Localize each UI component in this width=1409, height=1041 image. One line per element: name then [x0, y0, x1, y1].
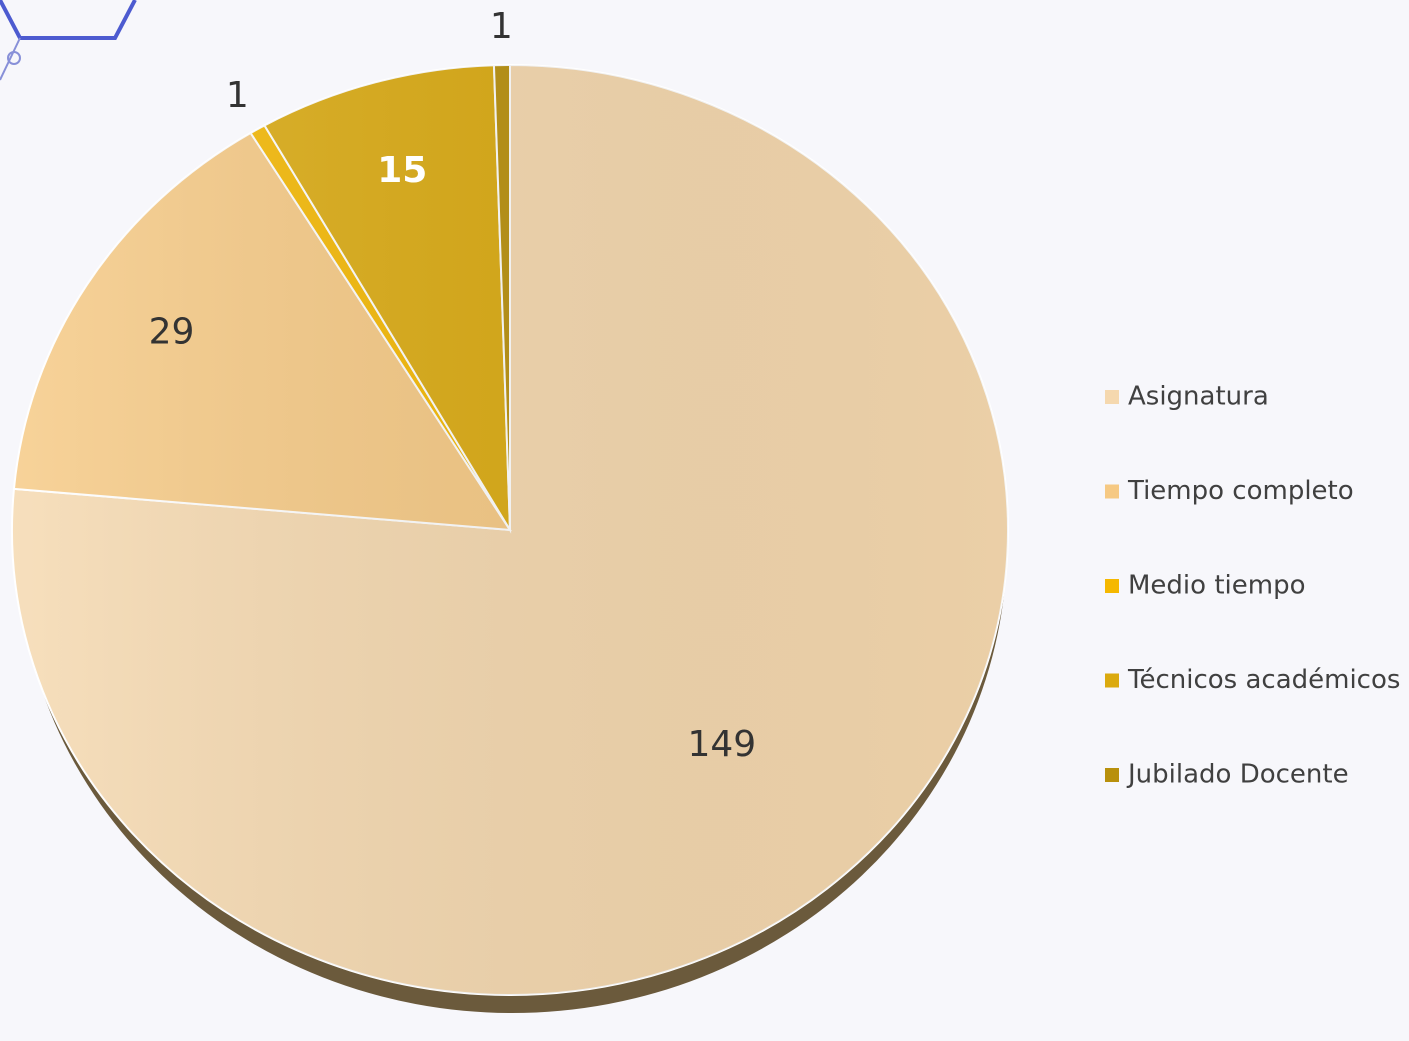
legend-swatch — [1105, 768, 1119, 782]
legend-label: Tiempo completo — [1127, 476, 1354, 506]
legend-swatch — [1105, 484, 1119, 499]
legend-label: Jubilado Docente — [1126, 760, 1349, 790]
legend-swatch — [1105, 673, 1119, 688]
legend-label: Técnicos académicos — [1127, 665, 1400, 695]
legend-swatch — [1105, 579, 1119, 593]
data-label: 1 — [226, 75, 249, 116]
legend-swatch — [1105, 390, 1119, 404]
data-label: 15 — [377, 150, 427, 191]
decoration — [0, 0, 137, 81]
legend: Asignatura Tiempo completo Medio tiempo Téc… — [1105, 382, 1400, 790]
data-label: 149 — [687, 724, 756, 765]
data-labels: 149 29 1 15 1 — [149, 6, 756, 765]
legend-label: Asignatura — [1128, 382, 1269, 412]
data-label: 1 — [490, 6, 513, 47]
data-label: 29 — [149, 312, 195, 353]
pie — [11, 63, 1009, 996]
legend-label: Medio tiempo — [1128, 571, 1305, 601]
